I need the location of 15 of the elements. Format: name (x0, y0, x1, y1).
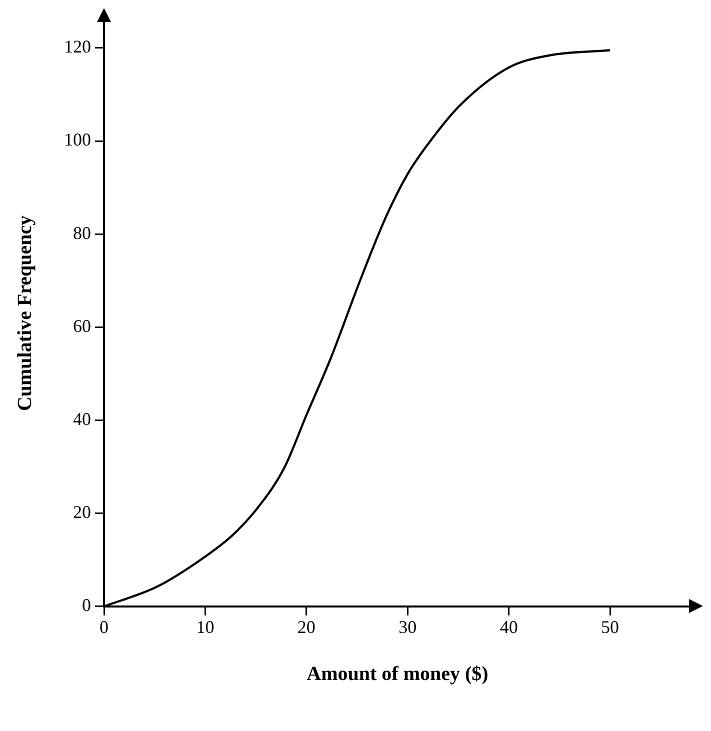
x-axis-title: Amount of money ($) (306, 663, 488, 686)
x-tick-label: 0 (100, 616, 108, 637)
y-tick-label: 40 (73, 408, 91, 429)
x-tick-label: 10 (196, 616, 214, 637)
x-tick-label: 30 (398, 616, 417, 637)
x-tick-label: 40 (500, 616, 518, 637)
y-tick-label: 120 (64, 36, 91, 57)
y-tick-label: 100 (64, 130, 91, 150)
x-tick-label: 20 (297, 616, 316, 637)
y-axis-title: Cumulative Frequency (14, 215, 36, 412)
y-tick-label: 0 (82, 595, 91, 616)
x-tick-label: 50 (601, 616, 620, 637)
y-tick-label: 80 (73, 222, 91, 243)
y-tick-label: 60 (73, 316, 91, 336)
y-tick-label: 20 (73, 502, 91, 522)
